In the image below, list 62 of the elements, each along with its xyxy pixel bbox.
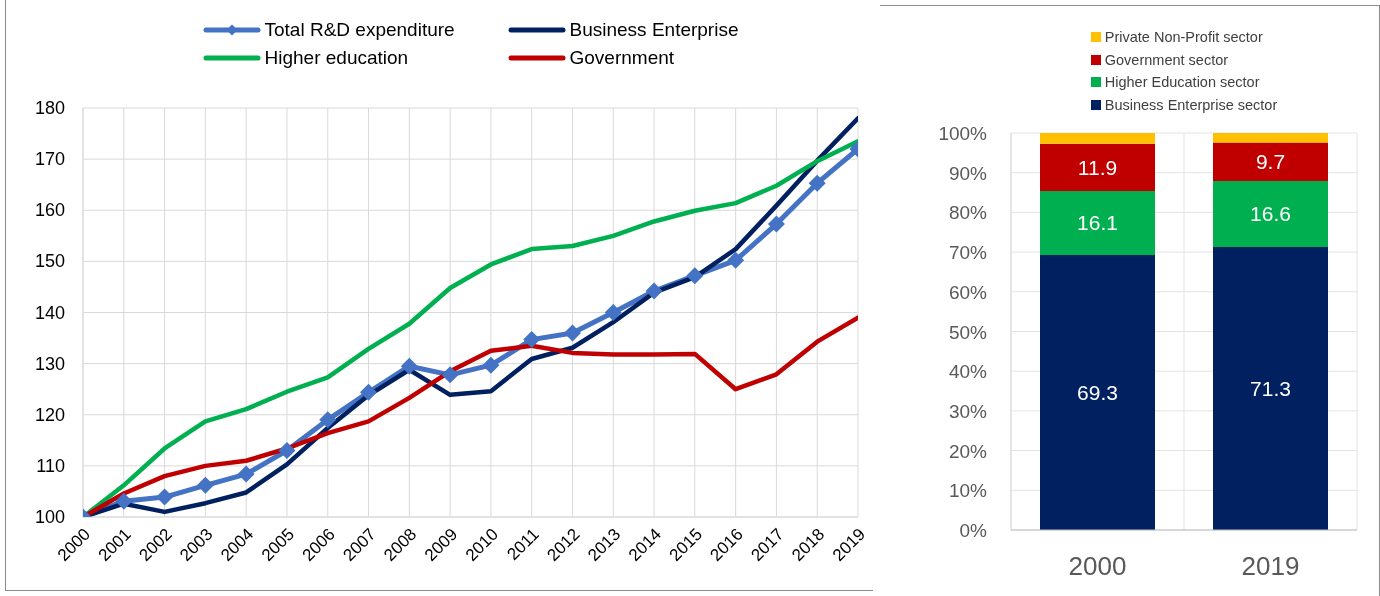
point bbox=[727, 251, 745, 269]
y-tick-label: 140 bbox=[34, 302, 65, 323]
bar bbox=[1213, 133, 1328, 143]
bar bbox=[1040, 190, 1155, 255]
legend-label: Business Enterprise bbox=[569, 19, 739, 40]
y-tick-label: 40% bbox=[948, 360, 988, 382]
y-tick-label: 10% bbox=[948, 479, 988, 501]
legend-label: Higher Education sector bbox=[1104, 74, 1260, 91]
point bbox=[441, 366, 459, 384]
y-tick-label: 90% bbox=[948, 162, 988, 184]
x-tick-label: 2019 bbox=[1241, 551, 1300, 581]
bar bbox=[1040, 143, 1155, 191]
y-tick-label: 110 bbox=[36, 455, 65, 476]
bar bbox=[1213, 181, 1328, 247]
y-tick-label: 180 bbox=[34, 98, 65, 118]
y-tick-label: 150 bbox=[34, 251, 65, 272]
y-tick-label: 50% bbox=[948, 321, 988, 342]
legend-label: Government bbox=[569, 47, 675, 68]
y-tick-label: 60% bbox=[948, 281, 988, 303]
data-label: 9.7 bbox=[1255, 150, 1286, 174]
point bbox=[360, 383, 378, 401]
legend-label: Total R&D expenditure bbox=[264, 19, 455, 40]
point bbox=[604, 304, 622, 321]
x-tick-label: 2000 bbox=[1068, 551, 1127, 581]
data-label: 16.1 bbox=[1077, 211, 1118, 235]
point bbox=[482, 356, 500, 374]
point bbox=[237, 465, 255, 483]
data-label: 11.9 bbox=[1077, 155, 1118, 179]
y-tick-label: 70% bbox=[948, 241, 988, 263]
data-label: 69.3 bbox=[1077, 380, 1118, 404]
y-tick-label: 0% bbox=[959, 519, 988, 541]
bar bbox=[1213, 142, 1328, 182]
legend-label: Business Enterprise sector bbox=[1104, 96, 1278, 113]
bar bbox=[1040, 133, 1155, 144]
y-tick-label: 30% bbox=[948, 400, 988, 422]
data-label: 16.6 bbox=[1250, 202, 1291, 226]
point bbox=[196, 476, 214, 494]
y-tick-label: 170 bbox=[34, 149, 65, 170]
y-tick-label: 100 bbox=[34, 507, 65, 527]
legend-label: Private Non-Profit sector bbox=[1104, 29, 1263, 46]
point bbox=[400, 357, 418, 375]
y-tick-label: 120 bbox=[34, 404, 65, 425]
bar bbox=[1213, 246, 1328, 530]
y-tick-label: 20% bbox=[948, 440, 988, 462]
point bbox=[808, 174, 826, 192]
y-tick-label: 130 bbox=[34, 353, 65, 374]
point bbox=[115, 492, 133, 510]
point bbox=[278, 442, 296, 460]
legend-label: Government sector bbox=[1104, 51, 1229, 68]
point bbox=[563, 324, 581, 342]
bar bbox=[1040, 254, 1155, 530]
y-tick-label: 160 bbox=[34, 200, 65, 221]
point bbox=[156, 488, 174, 506]
legend-label: Higher education bbox=[264, 47, 409, 68]
point bbox=[686, 267, 704, 285]
y-tick-label: 80% bbox=[948, 201, 988, 223]
point bbox=[523, 331, 541, 349]
data-label: 71.3 bbox=[1250, 376, 1291, 400]
point bbox=[645, 282, 663, 300]
point bbox=[319, 411, 337, 429]
point bbox=[767, 215, 785, 233]
y-tick-label: 100% bbox=[938, 122, 988, 144]
